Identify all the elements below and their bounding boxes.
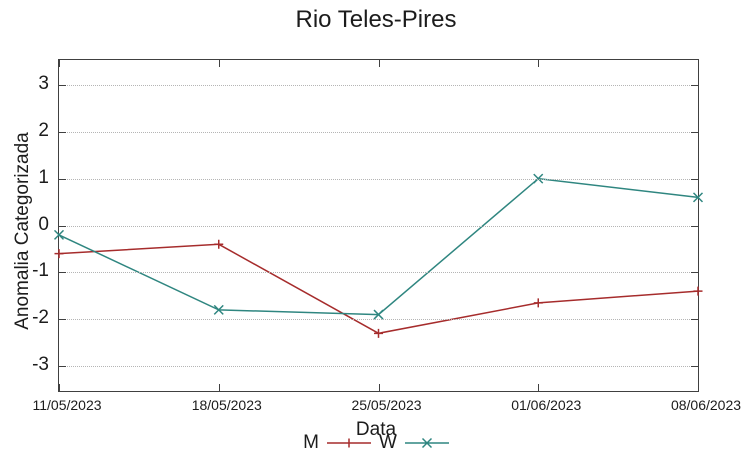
- y-tick-mark: [59, 84, 66, 86]
- y-tick-mark: [59, 225, 66, 227]
- y-tick-mark: [59, 319, 66, 321]
- y-tick-label: -2: [32, 307, 49, 329]
- x-tick-mark: [378, 60, 380, 67]
- gridline: [59, 225, 698, 227]
- x-tick-label: 25/05/2023: [351, 397, 422, 413]
- plot-canvas: [53, 173, 704, 338]
- series-markers-m: [54, 239, 703, 338]
- gridline: [59, 272, 698, 274]
- x-tick-label: 11/05/2023: [32, 397, 102, 413]
- gridline: [59, 366, 698, 368]
- gridline: [59, 178, 698, 180]
- gridline: [59, 319, 698, 321]
- legend-label-w: W: [378, 432, 397, 453]
- y-tick-mark: [59, 272, 66, 274]
- gridline: [59, 131, 698, 133]
- x-tick-mark: [378, 384, 380, 391]
- plot-area: [53, 59, 704, 392]
- legend-label-m: M: [303, 432, 319, 453]
- y-tick-label: 3: [38, 72, 49, 94]
- x-tick-label: 01/06/2023: [511, 397, 582, 413]
- y-tick-mark: [59, 131, 66, 133]
- x-tick-mark: [59, 384, 60, 391]
- legend-item-m: M: [303, 432, 371, 454]
- series-line-w: [58, 177, 699, 316]
- legend-item-w: W: [379, 432, 449, 454]
- y-tick-mark: [691, 225, 698, 227]
- y-tick-mark: [59, 178, 66, 180]
- legend-sample-plus-icon: [326, 438, 371, 448]
- x-tick-mark: [59, 60, 60, 67]
- x-tick-label: 08/06/2023: [670, 397, 742, 413]
- x-tick-mark: [698, 60, 699, 67]
- y-tick-label: -1: [32, 260, 49, 282]
- x-axis-label: Data: [355, 419, 397, 440]
- x-tick-mark: [538, 60, 540, 67]
- y-tick-label: 0: [38, 213, 49, 235]
- x-tick-label: 18/05/2023: [191, 397, 262, 413]
- y-tick-mark: [691, 178, 698, 180]
- y-tick-label: 1: [38, 166, 49, 188]
- y-tick-mark: [691, 366, 698, 368]
- gridline: [59, 84, 698, 86]
- y-tick-mark: [691, 84, 698, 86]
- y-tick-mark: [691, 319, 698, 321]
- chart-title: Rio Teles-Pires: [295, 6, 457, 33]
- x-tick-mark: [538, 384, 540, 391]
- y-tick-mark: [691, 131, 698, 133]
- x-tick-mark: [218, 384, 220, 391]
- y-tick-label: 2: [38, 119, 49, 141]
- x-tick-mark: [698, 384, 699, 391]
- y-tick-label: -3: [32, 354, 49, 376]
- legend-sample-cross-icon: [404, 437, 449, 449]
- y-tick-mark: [59, 366, 66, 368]
- y-tick-mark: [691, 272, 698, 274]
- x-tick-mark: [218, 60, 220, 67]
